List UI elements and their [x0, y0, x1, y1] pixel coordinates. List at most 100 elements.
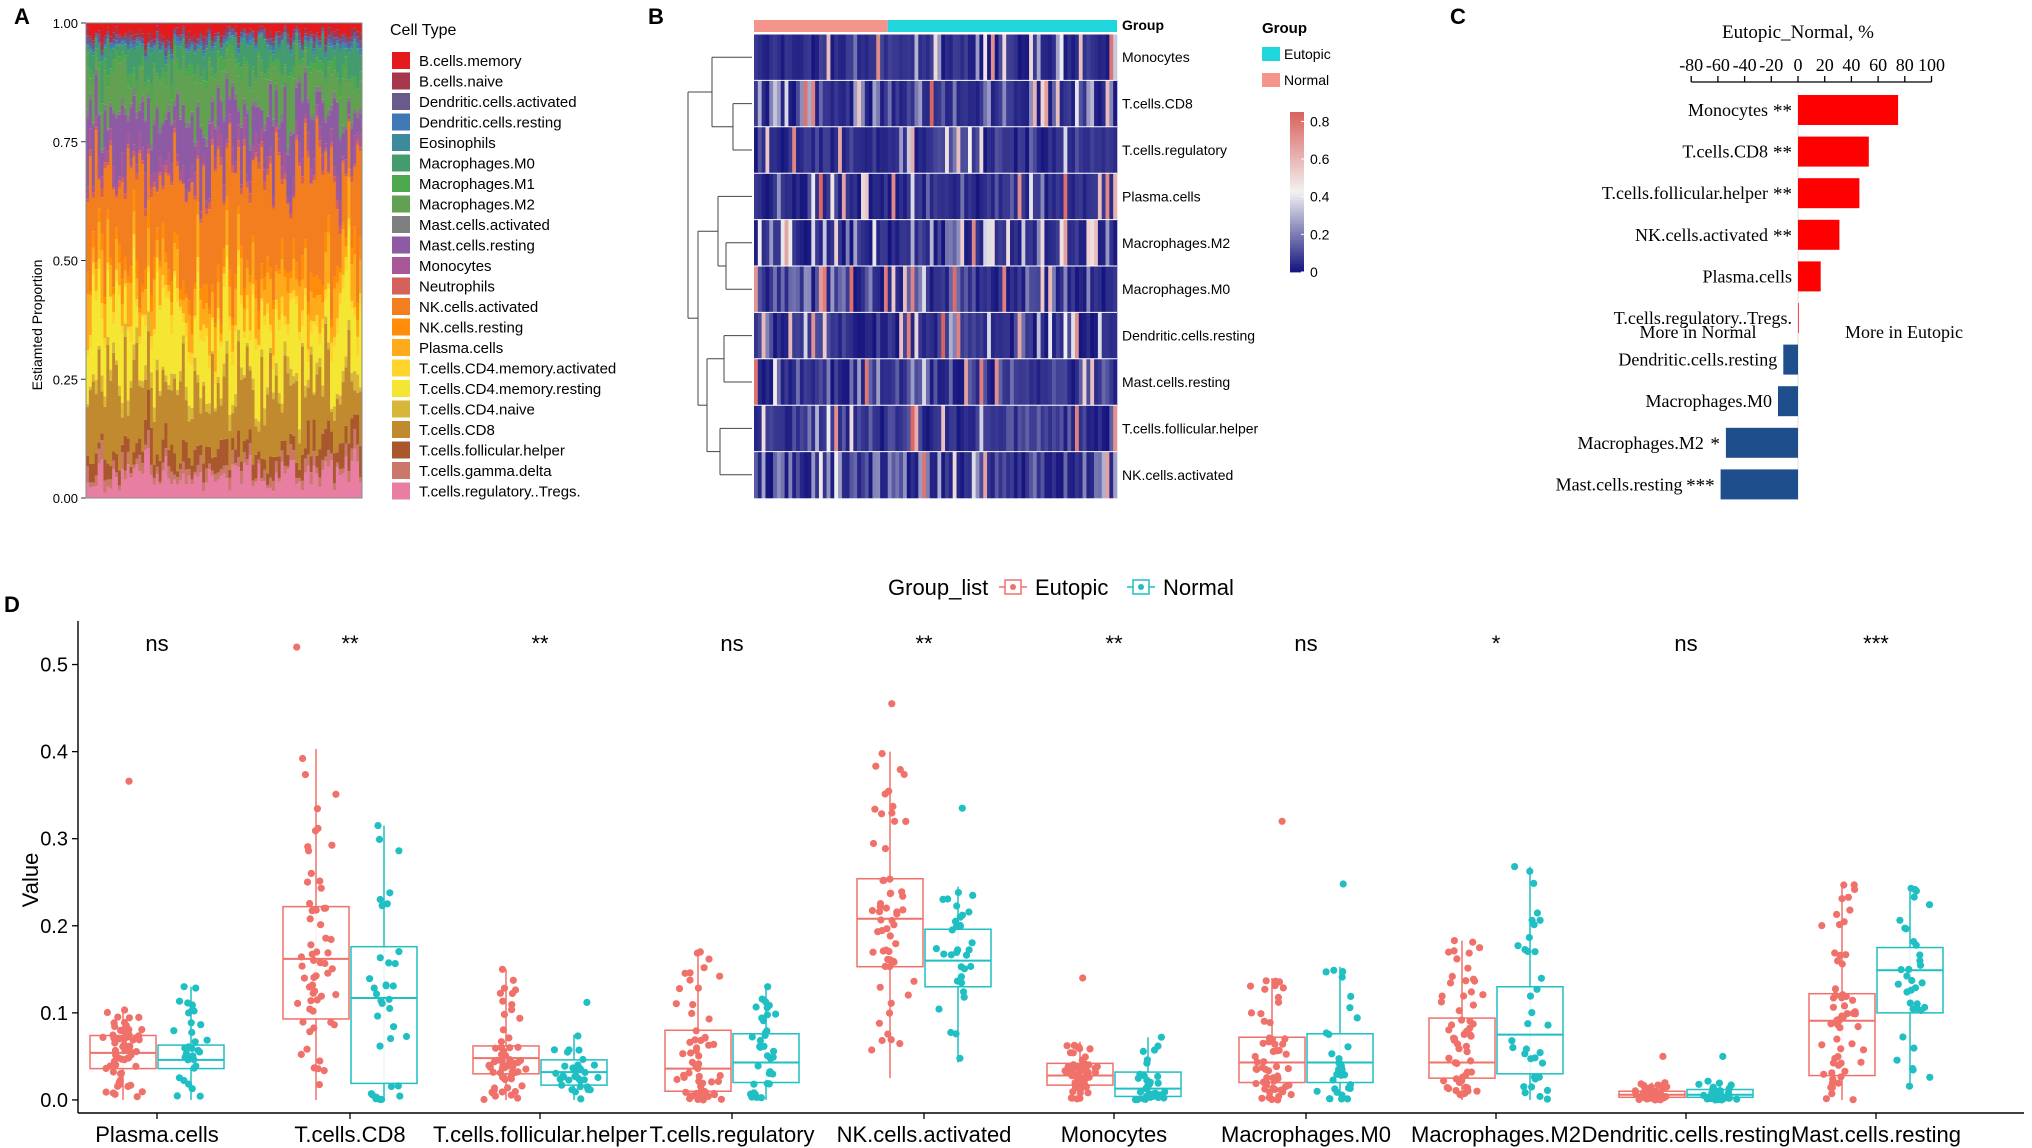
panel-a-stack-segment — [335, 44, 340, 73]
panel-d-xtick-label: Dendritic.cells.resting — [1581, 1122, 1790, 1147]
panel-b-heatmap-cell — [1071, 358, 1076, 406]
panel-d-significance: ns — [1674, 631, 1697, 656]
panel-a-legend-label: Dendritic.cells.activated — [419, 94, 577, 111]
panel-a-stack-segment — [231, 82, 235, 87]
panel-c-bar — [1798, 303, 1799, 333]
panel-b-heatmap-cell — [899, 80, 904, 128]
panel-a-stack-segment — [152, 256, 157, 280]
panel-b-heatmap-cell — [857, 266, 862, 313]
panel-d-point — [1269, 1047, 1277, 1056]
panel-d-point — [511, 986, 520, 994]
panel-a-stack-segment — [309, 34, 313, 38]
panel-b-heatmap-cell — [983, 451, 988, 499]
panel-a-stack-segment — [141, 160, 145, 165]
panel-a-stack-segment — [193, 146, 197, 173]
panel-a-stack-segment — [158, 50, 162, 52]
panel-a-stack-segment — [295, 40, 299, 45]
panel-a-stack-segment — [257, 26, 261, 31]
panel-b-heatmap-cell — [1048, 219, 1053, 267]
panel-d-point — [889, 802, 897, 811]
panel-b-heatmap-cell — [987, 126, 992, 174]
panel-a-stack-segment — [324, 316, 328, 324]
panel-d-point — [765, 1080, 773, 1088]
panel-b-heatmap-cell — [1021, 219, 1026, 267]
panel-b-heatmap-cell — [1036, 126, 1041, 174]
panel-d-point — [772, 1010, 780, 1018]
panel-b-heatmap-cell — [1010, 312, 1015, 360]
panel-a-stack-segment — [286, 89, 290, 148]
panel-a-stack-segment — [210, 475, 215, 498]
panel-a-stack-segment — [292, 133, 296, 178]
panel-a-stack-segment — [280, 462, 284, 498]
panel-b-heatmap-cell — [1063, 312, 1068, 360]
panel-a-stack-segment — [344, 159, 348, 175]
panel-b-heatmap-cell — [952, 173, 957, 220]
panel-a-stack-segment — [123, 199, 128, 257]
panel-a-stack-segment — [237, 108, 241, 113]
panel-a-stack-segment — [103, 110, 107, 148]
panel-a-stack-segment — [129, 44, 133, 49]
panel-b-heatmap-cell — [799, 219, 804, 267]
panel-a-stack-segment — [289, 76, 293, 131]
panel-a-stack-segment — [260, 147, 264, 264]
panel-a-stack-segment — [158, 82, 162, 128]
panel-a-stack-segment — [138, 68, 142, 104]
panel-a-stack-segment — [321, 154, 325, 171]
panel-b-heatmap-cell — [1097, 358, 1103, 406]
panel-b-heatmap-cell — [849, 312, 854, 360]
panel-a-stack-segment — [286, 469, 290, 498]
panel-d-point — [1445, 1026, 1453, 1034]
panel-b-heatmap-cell — [826, 358, 831, 406]
panel-b-heatmap-cell — [857, 405, 862, 452]
panel-d-point — [1521, 946, 1529, 954]
panel-a-stack-segment — [286, 454, 290, 467]
panel-a-stack-segment — [120, 177, 125, 183]
panel-a-stack-segment — [158, 156, 162, 173]
panel-a-stack-segment — [219, 323, 223, 334]
panel-d-ytick-label: 0.4 — [40, 742, 68, 764]
panel-a-stack-segment — [309, 183, 313, 185]
panel-a-stack-segment — [219, 101, 223, 135]
panel-a-stack-segment — [263, 78, 267, 124]
panel-a-stack-segment — [141, 23, 145, 34]
panel-a-stack-segment — [300, 342, 305, 347]
panel-a-stack-segment — [138, 132, 142, 151]
panel-b-heatmap-cell — [776, 173, 782, 220]
panel-d-point — [1733, 1095, 1741, 1103]
panel-a-stack-segment — [199, 330, 203, 340]
panel-label-d: D — [4, 592, 20, 617]
panel-a-stack-segment — [225, 32, 229, 39]
panel-d-point — [576, 1065, 585, 1073]
panel-a-stack-segment — [88, 50, 93, 70]
panel-d-point — [940, 950, 948, 958]
panel-a-stack-segment — [295, 87, 299, 121]
panel-b-heatmap-cell — [803, 219, 808, 267]
panel-b-heatmap-cell — [754, 451, 759, 499]
panel-b-heatmap-cell — [1094, 34, 1099, 81]
panel-b-heatmap-cell — [857, 451, 862, 499]
panel-b-heatmap-cell — [1029, 80, 1034, 128]
panel-a-stack-segment — [237, 75, 241, 109]
panel-a-stack-segment — [300, 480, 305, 491]
panel-a-stack-segment — [321, 396, 325, 434]
panel-b-heatmap-cell — [998, 173, 1003, 220]
panel-a-stack-segment — [286, 42, 290, 45]
panel-b-heatmap-cell — [880, 173, 885, 220]
panel-b-colorbar-step — [1290, 248, 1304, 252]
panel-b-colorbar-step — [1290, 133, 1304, 137]
panel-b-heatmap-cell — [899, 312, 904, 360]
panel-a-stack-segment — [231, 325, 235, 352]
panel-a-stack-segment — [231, 86, 235, 147]
panel-a-stack-segment — [88, 290, 93, 295]
panel-b-heatmap-cell — [967, 219, 973, 267]
panel-a-stack-segment — [120, 97, 125, 106]
panel-d-point — [1445, 1054, 1453, 1062]
panel-b-heatmap-cell — [1002, 405, 1007, 452]
panel-d-point — [686, 976, 694, 984]
panel-a-stack-segment — [144, 60, 148, 83]
panel-d-legend-key-dot — [1010, 584, 1016, 590]
panel-b-heatmap-cell — [1055, 405, 1060, 452]
panel-b-heatmap-cell — [922, 405, 927, 452]
panel-a-stack-segment — [356, 303, 360, 321]
panel-b-heatmap-cell — [876, 358, 881, 406]
